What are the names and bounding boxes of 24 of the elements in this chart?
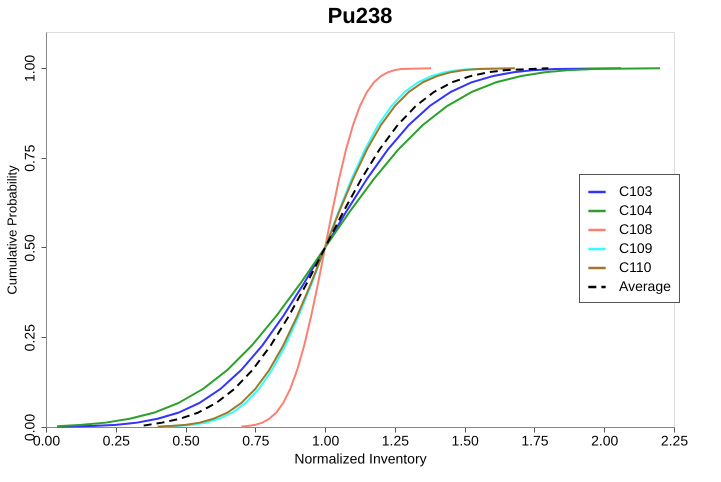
y-tick-label: 0.75 [22,144,38,172]
x-tick-label: 1.75 [521,432,549,448]
line-series [240,67,432,428]
x-tick-label: 0.25 [102,432,130,448]
x-tick-label: 0.00 [32,432,60,448]
x-tick-label: 2.25 [660,432,688,448]
x-tick-label: 1.00 [312,432,340,448]
y-axis-title: Cumulative Probability [4,164,20,295]
y-tick-label: 1.00 [22,54,38,82]
chart-title: Pu238 [328,3,392,28]
legend-label: C103 [619,183,653,199]
legend-label: C108 [619,221,653,237]
x-tick-label: 1.50 [452,432,480,448]
y-tick-label: 0.50 [22,234,38,262]
x-tick-label: 2.00 [591,432,619,448]
legend-label: C104 [619,202,653,218]
legend-label: Average [619,278,672,294]
y-tick-label: 0.25 [22,324,38,352]
x-axis-title: Normalized Inventory [294,450,427,466]
legend-label: C109 [619,240,653,256]
x-tick-label: 0.75 [242,432,270,448]
x-tick-label: 1.25 [382,432,410,448]
legend-label: C110 [619,259,652,275]
x-tick-label: 0.50 [172,432,200,448]
